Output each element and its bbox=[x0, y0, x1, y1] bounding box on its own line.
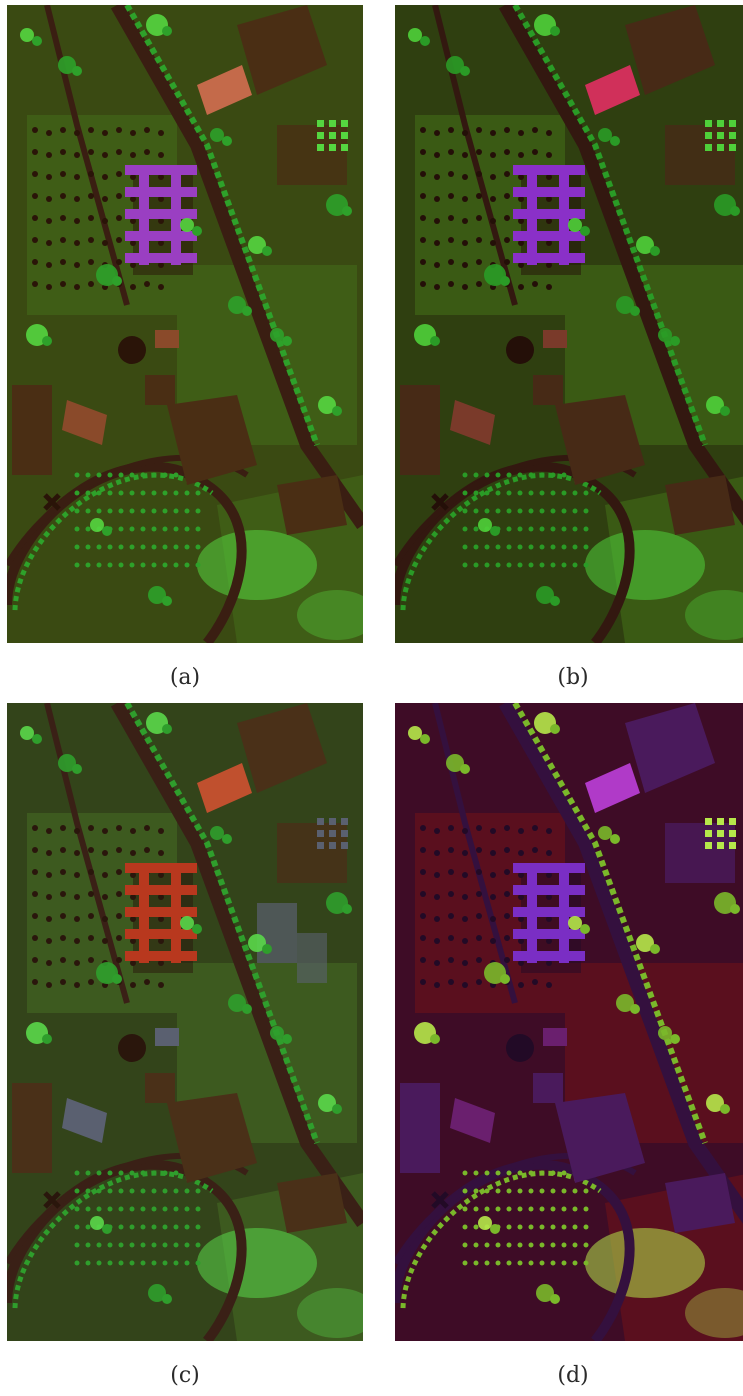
image-panel-b bbox=[395, 5, 743, 643]
caption-a: (a) bbox=[169, 665, 201, 690]
caption-d: (d) bbox=[557, 1363, 589, 1388]
caption-b: (b) bbox=[557, 665, 589, 690]
caption-c: (c) bbox=[170, 1363, 200, 1388]
aerial-scene bbox=[395, 703, 743, 1341]
aerial-scene bbox=[7, 703, 363, 1341]
image-panel-d bbox=[395, 703, 743, 1341]
aerial-scene bbox=[395, 5, 743, 643]
image-panel-c bbox=[7, 703, 363, 1341]
image-panel-a bbox=[7, 5, 363, 643]
aerial-scene bbox=[7, 5, 363, 643]
